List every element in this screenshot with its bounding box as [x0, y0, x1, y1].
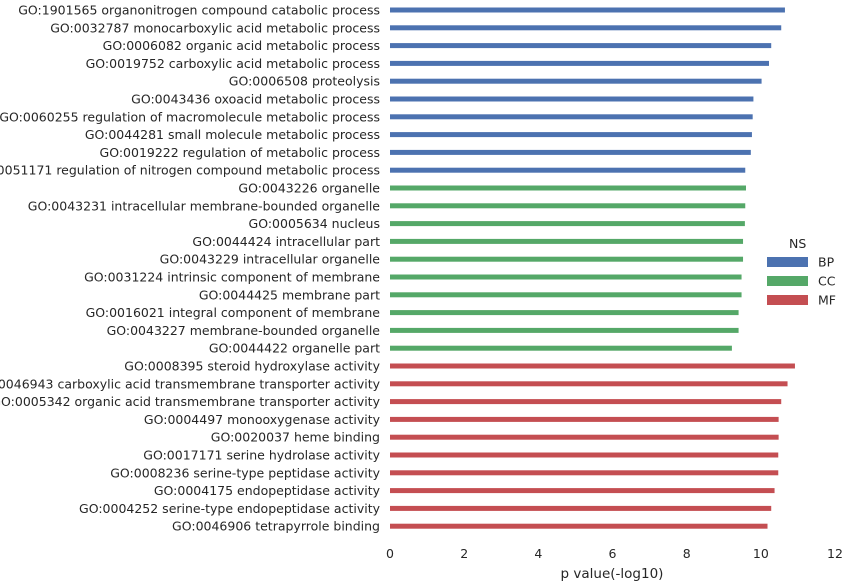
x-tick-label: 0	[386, 546, 394, 561]
category-label: GO:0032787 monocarboxylic acid metabolic…	[50, 20, 380, 35]
category-label: GO:1901565 organonitrogen compound catab…	[18, 3, 380, 18]
category-label: GO:0004497 monooxygenase activity	[144, 412, 381, 427]
x-tick-label: 8	[683, 546, 691, 561]
bar-cc	[390, 310, 739, 316]
category-label: GO:0044281 small molecule metabolic proc…	[85, 127, 380, 142]
category-label: GO:0006508 proteolysis	[229, 74, 380, 89]
bars	[390, 7, 795, 529]
category-label: GO:0031224 intrinsic component of membra…	[84, 270, 380, 285]
bar-mf	[390, 452, 779, 458]
category-label: GO:0004175 endopeptidase activity	[154, 483, 381, 498]
x-tick-label: 2	[460, 546, 468, 561]
category-label: GO:0043226 organelle	[238, 181, 380, 196]
bar-bp	[390, 60, 769, 66]
bar-cc	[390, 221, 745, 227]
x-tick-label: 6	[609, 546, 617, 561]
category-label: GO:0043229 intracellular organelle	[160, 252, 381, 267]
legend-swatch-cc	[767, 276, 808, 286]
bar-cc	[390, 203, 746, 209]
category-label: GO:0019222 regulation of metabolic proce…	[100, 145, 380, 160]
category-label: GO:0008236 serine-type peptidase activit…	[110, 465, 380, 480]
category-label: GO:0043231 intracellular membrane-bounde…	[28, 198, 381, 213]
bar-cc	[390, 292, 742, 298]
legend-label-bp: BP	[818, 255, 835, 270]
bar-bp	[390, 114, 753, 120]
bar-cc	[390, 238, 744, 244]
category-label: GO:0017171 serine hydrolase activity	[143, 448, 380, 463]
category-label: GO:0005342 organic acid transmembrane tr…	[0, 394, 381, 409]
category-label: GO:0044425 membrane part	[199, 287, 380, 302]
bar-cc	[390, 274, 742, 280]
bar-mf	[390, 488, 775, 494]
bar-bp	[390, 167, 746, 173]
bar-bp	[390, 7, 785, 13]
bar-mf	[390, 381, 788, 387]
bar-mf	[390, 505, 772, 511]
bar-bp	[390, 25, 782, 31]
bar-bp	[390, 132, 752, 138]
bar-bp	[390, 96, 754, 102]
category-label: GO:0043436 oxoacid metabolic process	[131, 92, 380, 107]
category-label: GO:0060255 regulation of macromolecule m…	[0, 109, 380, 124]
bar-mf	[390, 523, 768, 529]
bar-cc	[390, 256, 744, 262]
bar-bp	[390, 78, 762, 84]
category-label: GO:0016021 integral component of membran…	[86, 305, 381, 320]
category-label: GO:0046906 tetrapyrrole binding	[172, 519, 380, 534]
bar-mf	[390, 363, 795, 369]
category-label: GO:0004252 serine-type endopeptidase act…	[79, 501, 381, 516]
bar-cc	[390, 185, 746, 191]
category-label: GO:0051171 regulation of nitrogen compou…	[0, 163, 380, 178]
legend-swatch-mf	[767, 295, 808, 305]
bar-mf	[390, 434, 779, 440]
bar-mf	[390, 399, 782, 405]
category-label: GO:0008395 steroid hydroxylase activity	[124, 359, 380, 374]
x-tick-label: 4	[534, 546, 542, 561]
category-label: GO:0005634 nucleus	[249, 216, 380, 231]
x-tick-label: 12	[827, 546, 843, 561]
bar-cc	[390, 345, 732, 351]
category-label: GO:0019752 carboxylic acid metabolic pro…	[86, 56, 380, 71]
x-axis-label: p value(-log10)	[561, 566, 664, 582]
bar-mf	[390, 470, 779, 476]
bar-bp	[390, 43, 772, 49]
category-label: GO:0043227 membrane-bounded organelle	[107, 323, 381, 338]
bar-cc	[390, 327, 739, 333]
bar-mf	[390, 416, 779, 422]
legend-title: NS	[789, 236, 806, 251]
category-label: GO:0044422 organelle part	[209, 341, 380, 356]
category-label: GO:0020037 heme binding	[211, 430, 380, 445]
category-labels: GO:1901565 organonitrogen compound catab…	[0, 3, 381, 534]
category-label: GO:0044424 intracellular part	[192, 234, 380, 249]
legend-swatch-bp	[767, 257, 808, 267]
x-tick-label: 10	[753, 546, 769, 561]
category-label: GO:0046943 carboxylic acid transmembrane…	[0, 376, 381, 391]
bar-bp	[390, 149, 751, 155]
category-label: GO:0006082 organic acid metabolic proces…	[103, 38, 380, 53]
legend: NS BP CC MF	[767, 236, 836, 308]
x-axis: 0 2 4 6 8 10 12	[386, 546, 843, 561]
legend-label-cc: CC	[818, 274, 836, 289]
legend-label-mf: MF	[818, 293, 836, 308]
